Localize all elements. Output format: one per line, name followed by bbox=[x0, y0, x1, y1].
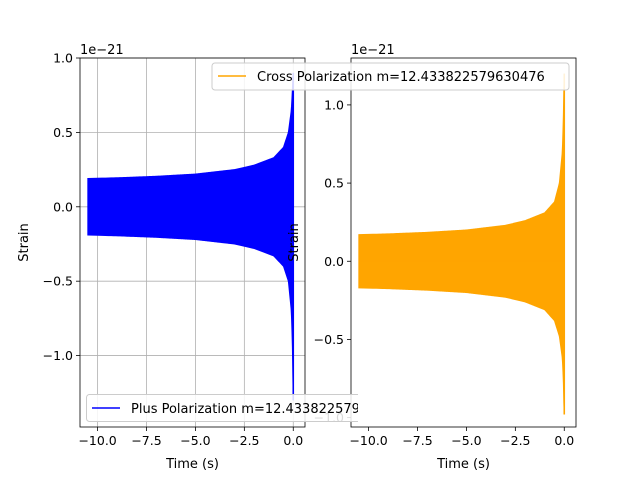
y-tick-label: 0.5 bbox=[53, 125, 73, 140]
x-axis-label: Time (s) bbox=[436, 457, 490, 472]
x-tick-label: −7.5 bbox=[131, 433, 161, 448]
x-tick-label: −10.0 bbox=[349, 433, 387, 448]
y-tick-label: −1.0 bbox=[43, 348, 73, 363]
series-lines bbox=[358, 73, 566, 415]
axis-ticks: −10.0 −7.5 −5.0 −2.5 0.0 −1.0 −0.5 0.0 0.5 1.0 bbox=[43, 51, 304, 449]
y-offset-label: 1e−21 bbox=[351, 43, 395, 58]
x-tick-label: 0.0 bbox=[283, 433, 303, 448]
x-tick-label: −7.5 bbox=[402, 433, 432, 448]
y-axis-label: Strain bbox=[17, 223, 32, 262]
y-offset-label: 1e−21 bbox=[80, 43, 124, 58]
legend-cross: Cross Polarization m=12.433822579630476 bbox=[211, 62, 570, 91]
axes-frame bbox=[350, 57, 577, 428]
x-tick-label: 0.0 bbox=[554, 433, 574, 448]
y-tick-label: 1.0 bbox=[53, 51, 73, 66]
y-tick-label: 0.0 bbox=[324, 254, 344, 269]
x-tick-label: −10.0 bbox=[78, 433, 116, 448]
x-tick-label: −5.0 bbox=[180, 433, 210, 448]
legend-label: Plus Polarization m=12.433822579630476 bbox=[131, 402, 410, 417]
y-tick-label: 0.5 bbox=[324, 176, 344, 191]
legend-clip: Plus Polarization m=12.433822579630476 bbox=[86, 394, 410, 422]
y-tick-label: −0.5 bbox=[314, 332, 344, 347]
legend-box bbox=[86, 394, 358, 422]
x-tick-label: −5.0 bbox=[451, 433, 481, 448]
x-tick-label: −2.5 bbox=[500, 433, 530, 448]
x-tick-label: −2.5 bbox=[229, 433, 259, 448]
legend-box bbox=[211, 62, 570, 91]
y-tick-label: 0.0 bbox=[53, 199, 73, 214]
axes-frame bbox=[79, 57, 306, 428]
legend-label: Cross Polarization m=12.433822579630476 bbox=[257, 70, 545, 85]
y-tick-label: −0.5 bbox=[43, 274, 73, 289]
y-tick-label: 1.0 bbox=[324, 97, 344, 112]
x-axis-label: Time (s) bbox=[165, 457, 219, 472]
y-axis-label: Strain bbox=[287, 223, 302, 262]
legend-plus: Plus Polarization m=12.433822579630476 bbox=[86, 394, 410, 422]
